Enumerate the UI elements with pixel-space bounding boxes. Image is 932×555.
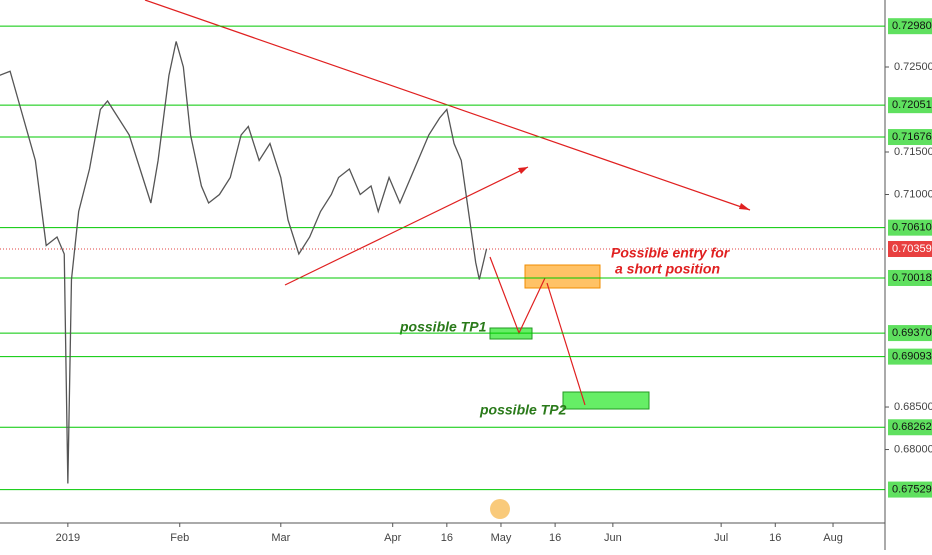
x-tick-label: 16 [549, 532, 561, 544]
x-tick-label: Feb [170, 532, 189, 544]
annotation: possible TP1 [399, 319, 487, 335]
y-tick-label: 0.68000 [894, 443, 932, 455]
level-label: 0.72051 [892, 99, 932, 111]
level-label-box [888, 129, 932, 146]
trend-line [284, 166, 529, 286]
y-tick-label: 0.71500 [894, 146, 932, 158]
level-label: 0.67529 [892, 483, 932, 495]
arrow-head [739, 203, 750, 210]
x-tick-label: Mar [271, 532, 290, 544]
annotation: possible TP2 [479, 402, 567, 418]
level-label-box [888, 18, 932, 35]
level-label-box [888, 348, 932, 365]
x-tick-label: Jul [714, 532, 728, 544]
level-label: 0.70018 [892, 272, 932, 284]
entry-zone [524, 264, 601, 289]
annotation: Possible entry for [611, 245, 731, 261]
level-label: 0.72980 [892, 20, 932, 32]
y-tick-label: 0.68500 [894, 401, 932, 413]
level-label-box [888, 325, 932, 342]
y-tick-label: 0.72500 [894, 61, 932, 73]
current-price-label: 0.70359 [892, 243, 932, 255]
level-label-box [888, 481, 932, 498]
level-label: 0.69370 [892, 327, 932, 339]
current-price-box [888, 240, 932, 257]
tp2-zone [562, 391, 650, 410]
x-tick-label: 16 [769, 532, 781, 544]
level-label-box [888, 419, 932, 436]
level-label-box [888, 97, 932, 114]
x-tick-label: May [491, 532, 512, 544]
x-tick-label: Jun [604, 532, 622, 544]
price-line [0, 41, 488, 484]
logo [490, 499, 510, 519]
annotation: a short position [615, 261, 720, 277]
x-tick-label: 2019 [56, 532, 80, 544]
x-tick-label: 16 [441, 532, 453, 544]
level-label: 0.69093 [892, 351, 932, 363]
level-label: 0.71676 [892, 131, 932, 143]
arrow-head [518, 167, 528, 174]
level-label: 0.70610 [892, 222, 932, 234]
x-tick-label: Aug [823, 532, 843, 544]
path-arrow [546, 282, 586, 406]
y-tick-label: 0.71000 [894, 188, 932, 200]
level-label-box [888, 219, 932, 236]
level-label: 0.68262 [892, 421, 932, 433]
x-tick-label: Apr [384, 532, 401, 544]
level-label-box [888, 269, 932, 286]
